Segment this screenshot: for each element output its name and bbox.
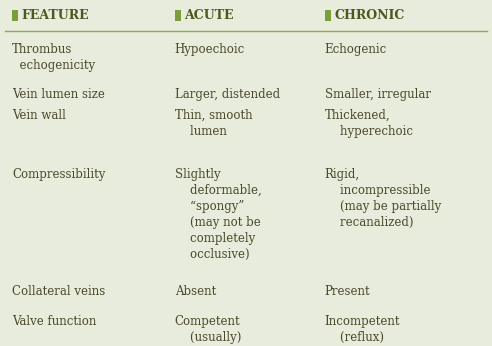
Text: Thickened,
    hyperechoic: Thickened, hyperechoic: [325, 109, 413, 138]
Text: Present: Present: [325, 285, 370, 299]
Text: Absent: Absent: [175, 285, 216, 299]
Bar: [175, 10, 181, 21]
Text: Smaller, irregular: Smaller, irregular: [325, 88, 430, 101]
Text: Thrombus
  echogenicity: Thrombus echogenicity: [12, 43, 95, 72]
Text: Compressibility: Compressibility: [12, 168, 106, 181]
Text: Incompetent
    (reflux): Incompetent (reflux): [325, 315, 400, 344]
Text: Vein wall: Vein wall: [12, 109, 66, 122]
Text: CHRONIC: CHRONIC: [334, 9, 404, 22]
Bar: [12, 10, 18, 21]
Text: Larger, distended: Larger, distended: [175, 88, 280, 101]
Text: Collateral veins: Collateral veins: [12, 285, 106, 299]
Text: Slightly
    deformable,
    “spongy”
    (may not be
    completely
    occlusi: Slightly deformable, “spongy” (may not b…: [175, 168, 261, 261]
Text: Competent
    (usually): Competent (usually): [175, 315, 241, 344]
Text: Hypoechoic: Hypoechoic: [175, 43, 245, 56]
Text: Echogenic: Echogenic: [325, 43, 387, 56]
Text: Vein lumen size: Vein lumen size: [12, 88, 105, 101]
Text: Rigid,
    incompressible
    (may be partially
    recanalized): Rigid, incompressible (may be partially …: [325, 168, 441, 229]
Bar: [325, 10, 331, 21]
Text: Thin, smooth
    lumen: Thin, smooth lumen: [175, 109, 252, 138]
Text: ACUTE: ACUTE: [184, 9, 234, 22]
Text: FEATURE: FEATURE: [22, 9, 89, 22]
Text: Valve function: Valve function: [12, 315, 96, 328]
